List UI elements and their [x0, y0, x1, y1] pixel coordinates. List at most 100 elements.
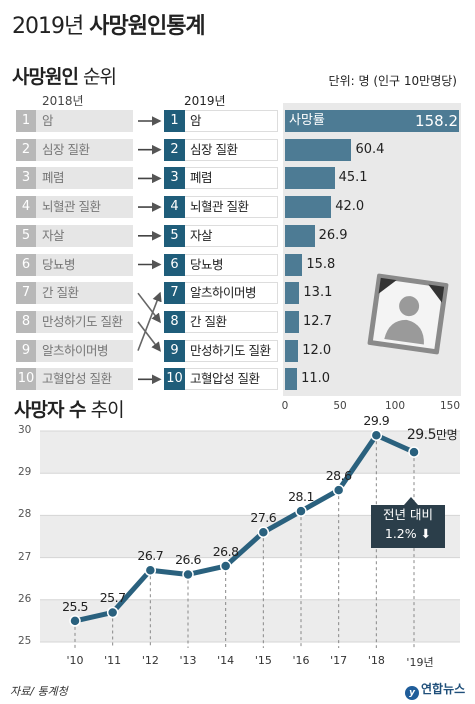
x-tick-label: '19년 [406, 656, 434, 669]
rank-2019-label: 자살 [190, 227, 213, 243]
rank-2019-row: 2 심장 질환 [164, 138, 278, 161]
column-header-2018: 2018년 [42, 94, 84, 108]
rank-2019-number: 1 [164, 110, 185, 132]
rank-2019-label: 암 [190, 113, 202, 128]
bar-10 [285, 368, 298, 391]
title-year: 2019년 [12, 14, 84, 39]
rank-2019-number: 5 [164, 224, 185, 247]
rank-2018-label: 암 [42, 113, 54, 128]
bar-4 [285, 196, 332, 219]
data-point [144, 564, 157, 577]
rank-2018-row: 7 간 질환 [16, 282, 133, 305]
rank-change-arrow [137, 292, 161, 324]
rank-2019-label: 당뇨병 [190, 256, 224, 272]
bar-x-tick: 50 [333, 400, 347, 412]
rank-2018-label: 자살 [42, 227, 65, 243]
change-callout: 전년 대비 1.2% ⬇ [371, 505, 445, 548]
rank-2018-label: 폐렴 [42, 170, 65, 186]
bar-1 [285, 110, 460, 132]
trend-section-title: 사망자 수 추이 [14, 395, 125, 422]
x-tick-label: '16 [292, 654, 310, 667]
rank-change-arrow [137, 291, 162, 351]
bar-2 [285, 138, 352, 161]
value-unit: 만명 [436, 428, 458, 443]
data-value-label: 26.7 [137, 548, 164, 564]
rank-2019-row: 5 자살 [164, 224, 278, 247]
rank-section-title: 사망원인 순위 [12, 62, 117, 89]
portrait-frame-icon [367, 273, 449, 355]
trend-title-bold: 사망자 수 [14, 399, 87, 421]
unit-label: 단위: 명 (인구 10만명당) [328, 74, 457, 88]
rank-2018-label: 간 질환 [42, 285, 79, 301]
data-value-label: 25.7 [99, 590, 126, 606]
rank-2019-label: 간 질환 [190, 313, 227, 329]
data-point [69, 615, 81, 627]
x-tick-label: '10 [66, 654, 84, 667]
rank-2018-row: 6 당뇨병 [16, 253, 133, 276]
bar-value-label: 12.7 [302, 313, 332, 329]
data-value-label: 29.5만명 [406, 427, 458, 444]
data-point [295, 505, 307, 517]
rank-2018-label: 알츠하이머병 [42, 342, 109, 358]
rank-2019-row: 3 폐렴 [164, 167, 278, 190]
rank-2018-number: 8 [16, 310, 36, 333]
bar-x-tick: 100 [384, 400, 406, 412]
rank-2018-number: 3 [16, 167, 36, 190]
data-point [257, 526, 270, 539]
rank-2019-label: 알츠하이머병 [190, 285, 257, 301]
y-tick-label: 25 [18, 635, 32, 647]
bar-7 [285, 282, 300, 305]
bar-9 [285, 339, 299, 362]
rank-2018-number: 6 [16, 253, 36, 276]
callout-line2: 1.2% ⬇ [371, 524, 445, 543]
bar-value-label: 45.1 [338, 170, 368, 186]
bar-value-label: 13.1 [303, 285, 333, 301]
bar-value-label: 158.2 [415, 112, 458, 130]
grid-band [40, 599, 460, 642]
bar-x-tick: 150 [439, 400, 461, 412]
data-value-label: 25.5 [62, 598, 88, 614]
rank-2019-row: 4 뇌혈관 질환 [164, 196, 278, 219]
rank-2019-number: 6 [164, 253, 185, 276]
x-tick-label: '12 [141, 654, 159, 667]
logo-text: 연합뉴스 [421, 682, 466, 696]
yonhap-logo: y 연합뉴스 [405, 680, 465, 700]
y-tick-label: 27 [18, 550, 32, 563]
rank-title-bold: 사망원인 [12, 66, 79, 88]
rank-2019-label: 고혈압성 질환 [190, 371, 260, 387]
rank-2018-row: 4 뇌혈관 질환 [16, 196, 133, 219]
rank-2019-label: 뇌혈관 질환 [190, 199, 249, 215]
x-tick-label: '18 [367, 654, 385, 667]
rank-2018-number: 1 [16, 110, 36, 132]
rank-2018-number: 9 [16, 339, 36, 362]
rank-2018-row: 10 고혈압성 질환 [16, 368, 133, 391]
y-tick-label: 26 [18, 592, 32, 605]
data-point [408, 446, 420, 458]
column-header-2019: 2019년 [184, 94, 226, 108]
rank-2019-number: 3 [164, 167, 185, 190]
rank-2018-label: 심장 질환 [42, 141, 90, 157]
deaths-series-line [74, 432, 416, 624]
rank-2018-label: 만성하기도 질환 [42, 313, 123, 329]
x-tick-label: '15 [254, 654, 272, 667]
rank-2018-row: 8 만성하기도 질환 [16, 310, 133, 333]
data-point [219, 560, 232, 572]
rank-2018-number: 5 [16, 224, 36, 247]
bar-value-label: 11.0 [301, 371, 331, 387]
rank-2018-number: 10 [16, 368, 36, 391]
rank-2019-row: 6 당뇨병 [164, 253, 278, 276]
bar-value-label: 42.0 [335, 199, 365, 215]
bar-series-label: 사망률 [289, 113, 325, 128]
trend-title-rest: 추이 [90, 399, 125, 421]
bar-value-label: 15.8 [306, 256, 336, 272]
rank-2018-row: 9 알츠하이머병 [16, 339, 133, 362]
rank-2019-row: 8 간 질환 [164, 310, 278, 333]
bar-value-label: 12.0 [302, 342, 332, 358]
rank-2019-label: 심장 질환 [190, 141, 238, 157]
rank-2018-row: 2 심장 질환 [16, 138, 133, 161]
grid-band [40, 431, 460, 474]
bar-5 [285, 224, 315, 247]
data-point [182, 568, 194, 581]
